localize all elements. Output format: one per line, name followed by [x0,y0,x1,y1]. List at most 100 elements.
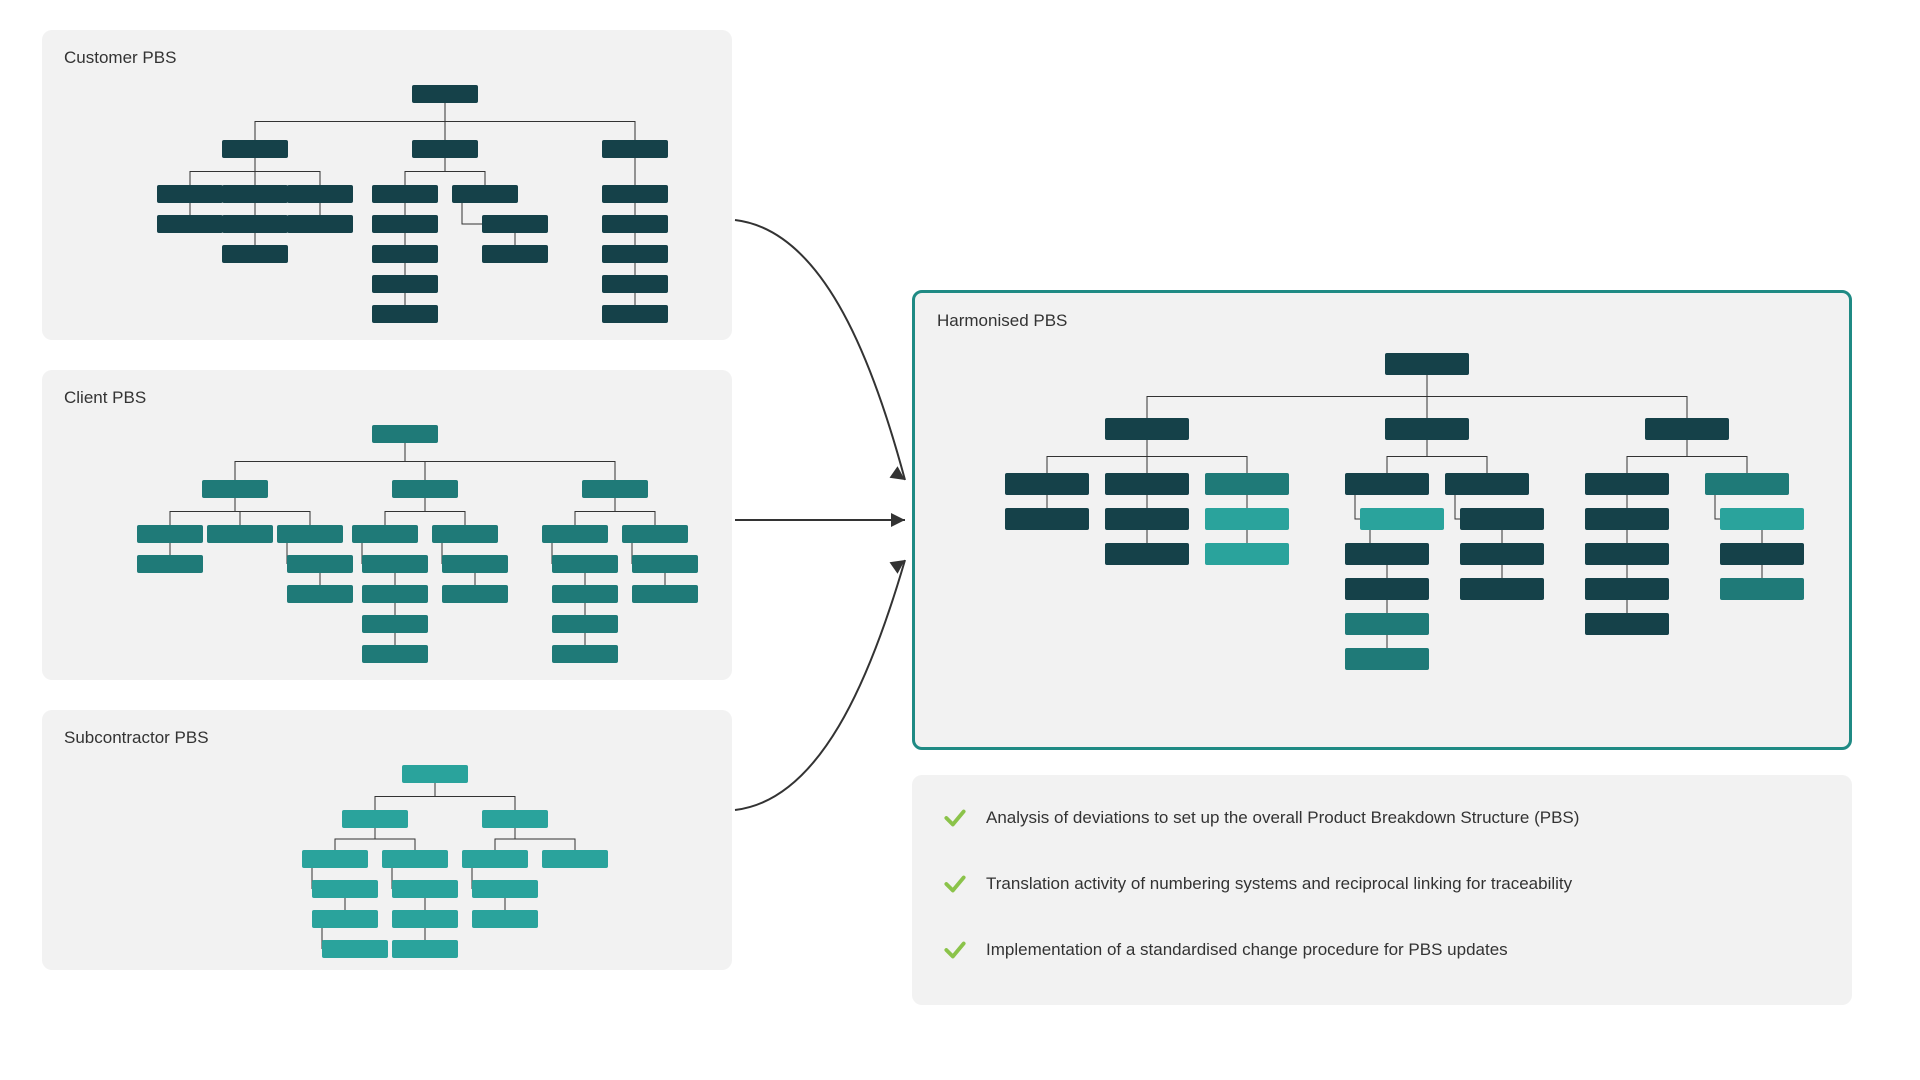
pbs-node [202,480,268,498]
pbs-node [382,850,448,868]
pbs-tree [112,85,688,343]
pbs-tree [965,353,1824,690]
pbs-node [1445,473,1529,495]
pbs-node [482,245,548,263]
pbs-node [362,615,428,633]
pbs-node [552,555,618,573]
bullet-item: Analysis of deviations to set up the ove… [942,805,1822,831]
pbs-node [1385,353,1469,375]
pbs-node [402,765,468,783]
pbs-node [1105,473,1189,495]
pbs-node [542,850,608,868]
pbs-node [1005,473,1089,495]
customer-pbs-title: Customer PBS [64,48,176,68]
pbs-tree [112,425,718,683]
pbs-node [432,525,498,543]
pbs-node [372,425,438,443]
pbs-node [1345,648,1429,670]
pbs-node [342,810,408,828]
pbs-node [1360,508,1444,530]
pbs-node [1460,543,1544,565]
pbs-node [482,215,548,233]
pbs-node [1105,418,1189,440]
pbs-node [442,585,508,603]
pbs-node [312,910,378,928]
pbs-node [372,275,438,293]
pbs-node [412,140,478,158]
pbs-node [602,305,668,323]
pbs-node [372,215,438,233]
pbs-node [452,185,518,203]
pbs-node [287,555,353,573]
pbs-node [392,940,458,958]
harmonised-pbs-panel: Harmonised PBS [912,290,1852,750]
pbs-node [372,185,438,203]
pbs-node [552,645,618,663]
pbs-tree [122,765,628,978]
pbs-node [602,140,668,158]
pbs-node [1460,578,1544,600]
pbs-node [602,245,668,263]
harmonised-pbs-title: Harmonised PBS [937,311,1067,331]
pbs-node [472,910,538,928]
pbs-node [392,880,458,898]
pbs-node [287,215,353,233]
pbs-node [1345,578,1429,600]
pbs-node [312,880,378,898]
pbs-node [602,275,668,293]
pbs-node [412,85,478,103]
pbs-node [1345,543,1429,565]
pbs-node [442,555,508,573]
check-icon [942,805,968,831]
pbs-node [1585,508,1669,530]
pbs-node [582,480,648,498]
pbs-node [1645,418,1729,440]
pbs-node [362,585,428,603]
pbs-node [157,185,223,203]
pbs-node [632,585,698,603]
bullets-panel: Analysis of deviations to set up the ove… [912,775,1852,1005]
pbs-node [1720,578,1804,600]
pbs-node [372,245,438,263]
check-icon [942,871,968,897]
pbs-node [277,525,343,543]
bullet-item: Implementation of a standardised change … [942,937,1822,963]
pbs-node [602,185,668,203]
pbs-node [1585,543,1669,565]
pbs-node [352,525,418,543]
pbs-node [1205,543,1289,565]
pbs-node [1345,473,1429,495]
customer-pbs-panel: Customer PBS [42,30,732,340]
pbs-node [602,215,668,233]
pbs-node [287,185,353,203]
pbs-node [622,525,688,543]
pbs-node [137,525,203,543]
pbs-node [1205,508,1289,530]
bullet-text: Translation activity of numbering system… [986,874,1572,894]
pbs-node [362,645,428,663]
pbs-node [482,810,548,828]
pbs-node [222,245,288,263]
pbs-node [1585,613,1669,635]
pbs-node [392,480,458,498]
bullet-text: Analysis of deviations to set up the ove… [986,808,1579,828]
check-icon [942,937,968,963]
client-pbs-title: Client PBS [64,388,146,408]
pbs-node [157,215,223,233]
bullet-item: Translation activity of numbering system… [942,871,1822,897]
pbs-node [1105,508,1189,530]
pbs-node [222,215,288,233]
pbs-node [1720,508,1804,530]
pbs-node [1720,543,1804,565]
pbs-node [222,185,288,203]
pbs-node [472,880,538,898]
pbs-node [1105,543,1189,565]
pbs-node [1705,473,1789,495]
pbs-node [392,910,458,928]
pbs-node [1005,508,1089,530]
pbs-node [542,525,608,543]
pbs-node [632,555,698,573]
pbs-node [222,140,288,158]
pbs-node [372,305,438,323]
pbs-node [302,850,368,868]
